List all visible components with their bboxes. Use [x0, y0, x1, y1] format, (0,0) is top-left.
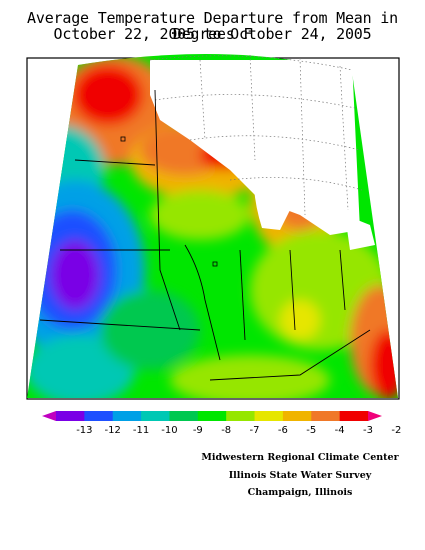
legend-swatch: [226, 411, 256, 421]
legend-swatch: [282, 411, 312, 421]
credit-line1: Midwestern Regional Climate Center: [201, 452, 399, 463]
legend-label: -12: [105, 425, 121, 436]
legend-label: -6: [278, 425, 288, 436]
state-boundaries: [39, 89, 371, 381]
legend-label: -13: [76, 425, 92, 436]
credit-line2: Illinois State Water Survey: [228, 470, 372, 481]
legend-label: -8: [221, 425, 231, 436]
legend-swatch: [197, 411, 227, 421]
legend-arrow-right: [368, 411, 382, 421]
legend-label: -4: [335, 425, 345, 436]
legend-swatch: [112, 411, 142, 421]
lake-erie: [345, 215, 375, 250]
legend-swatch: [311, 411, 341, 421]
map-title-line2: October 22, 2005 to October 24, 2005: [53, 25, 372, 43]
canada-region: [150, 60, 360, 235]
legend-swatch: [141, 411, 170, 421]
credit-line3: Champaign, Illinois: [247, 487, 353, 498]
city-marker: [212, 261, 218, 267]
legend-label: -11: [133, 425, 149, 436]
legend-label: -10: [161, 425, 177, 436]
legend-swatch: [56, 411, 85, 421]
legend-label: -5: [306, 425, 316, 436]
legend-swatch: [84, 411, 114, 421]
legend-arrow-left: [42, 411, 56, 421]
lake-michigan: [253, 155, 290, 230]
legend-swatch: [254, 411, 284, 421]
legend-label: -2: [391, 425, 401, 436]
legend-swatch: [169, 411, 199, 421]
legend-swatch: [339, 411, 369, 421]
city-marker: [120, 136, 126, 142]
graticule: [149, 54, 363, 216]
map-title-line1: Average Temperature Departure from Mean …: [27, 9, 398, 43]
legend-label: -9: [193, 425, 203, 436]
legend-label: -7: [250, 425, 260, 436]
legend-label: -3: [363, 425, 373, 436]
